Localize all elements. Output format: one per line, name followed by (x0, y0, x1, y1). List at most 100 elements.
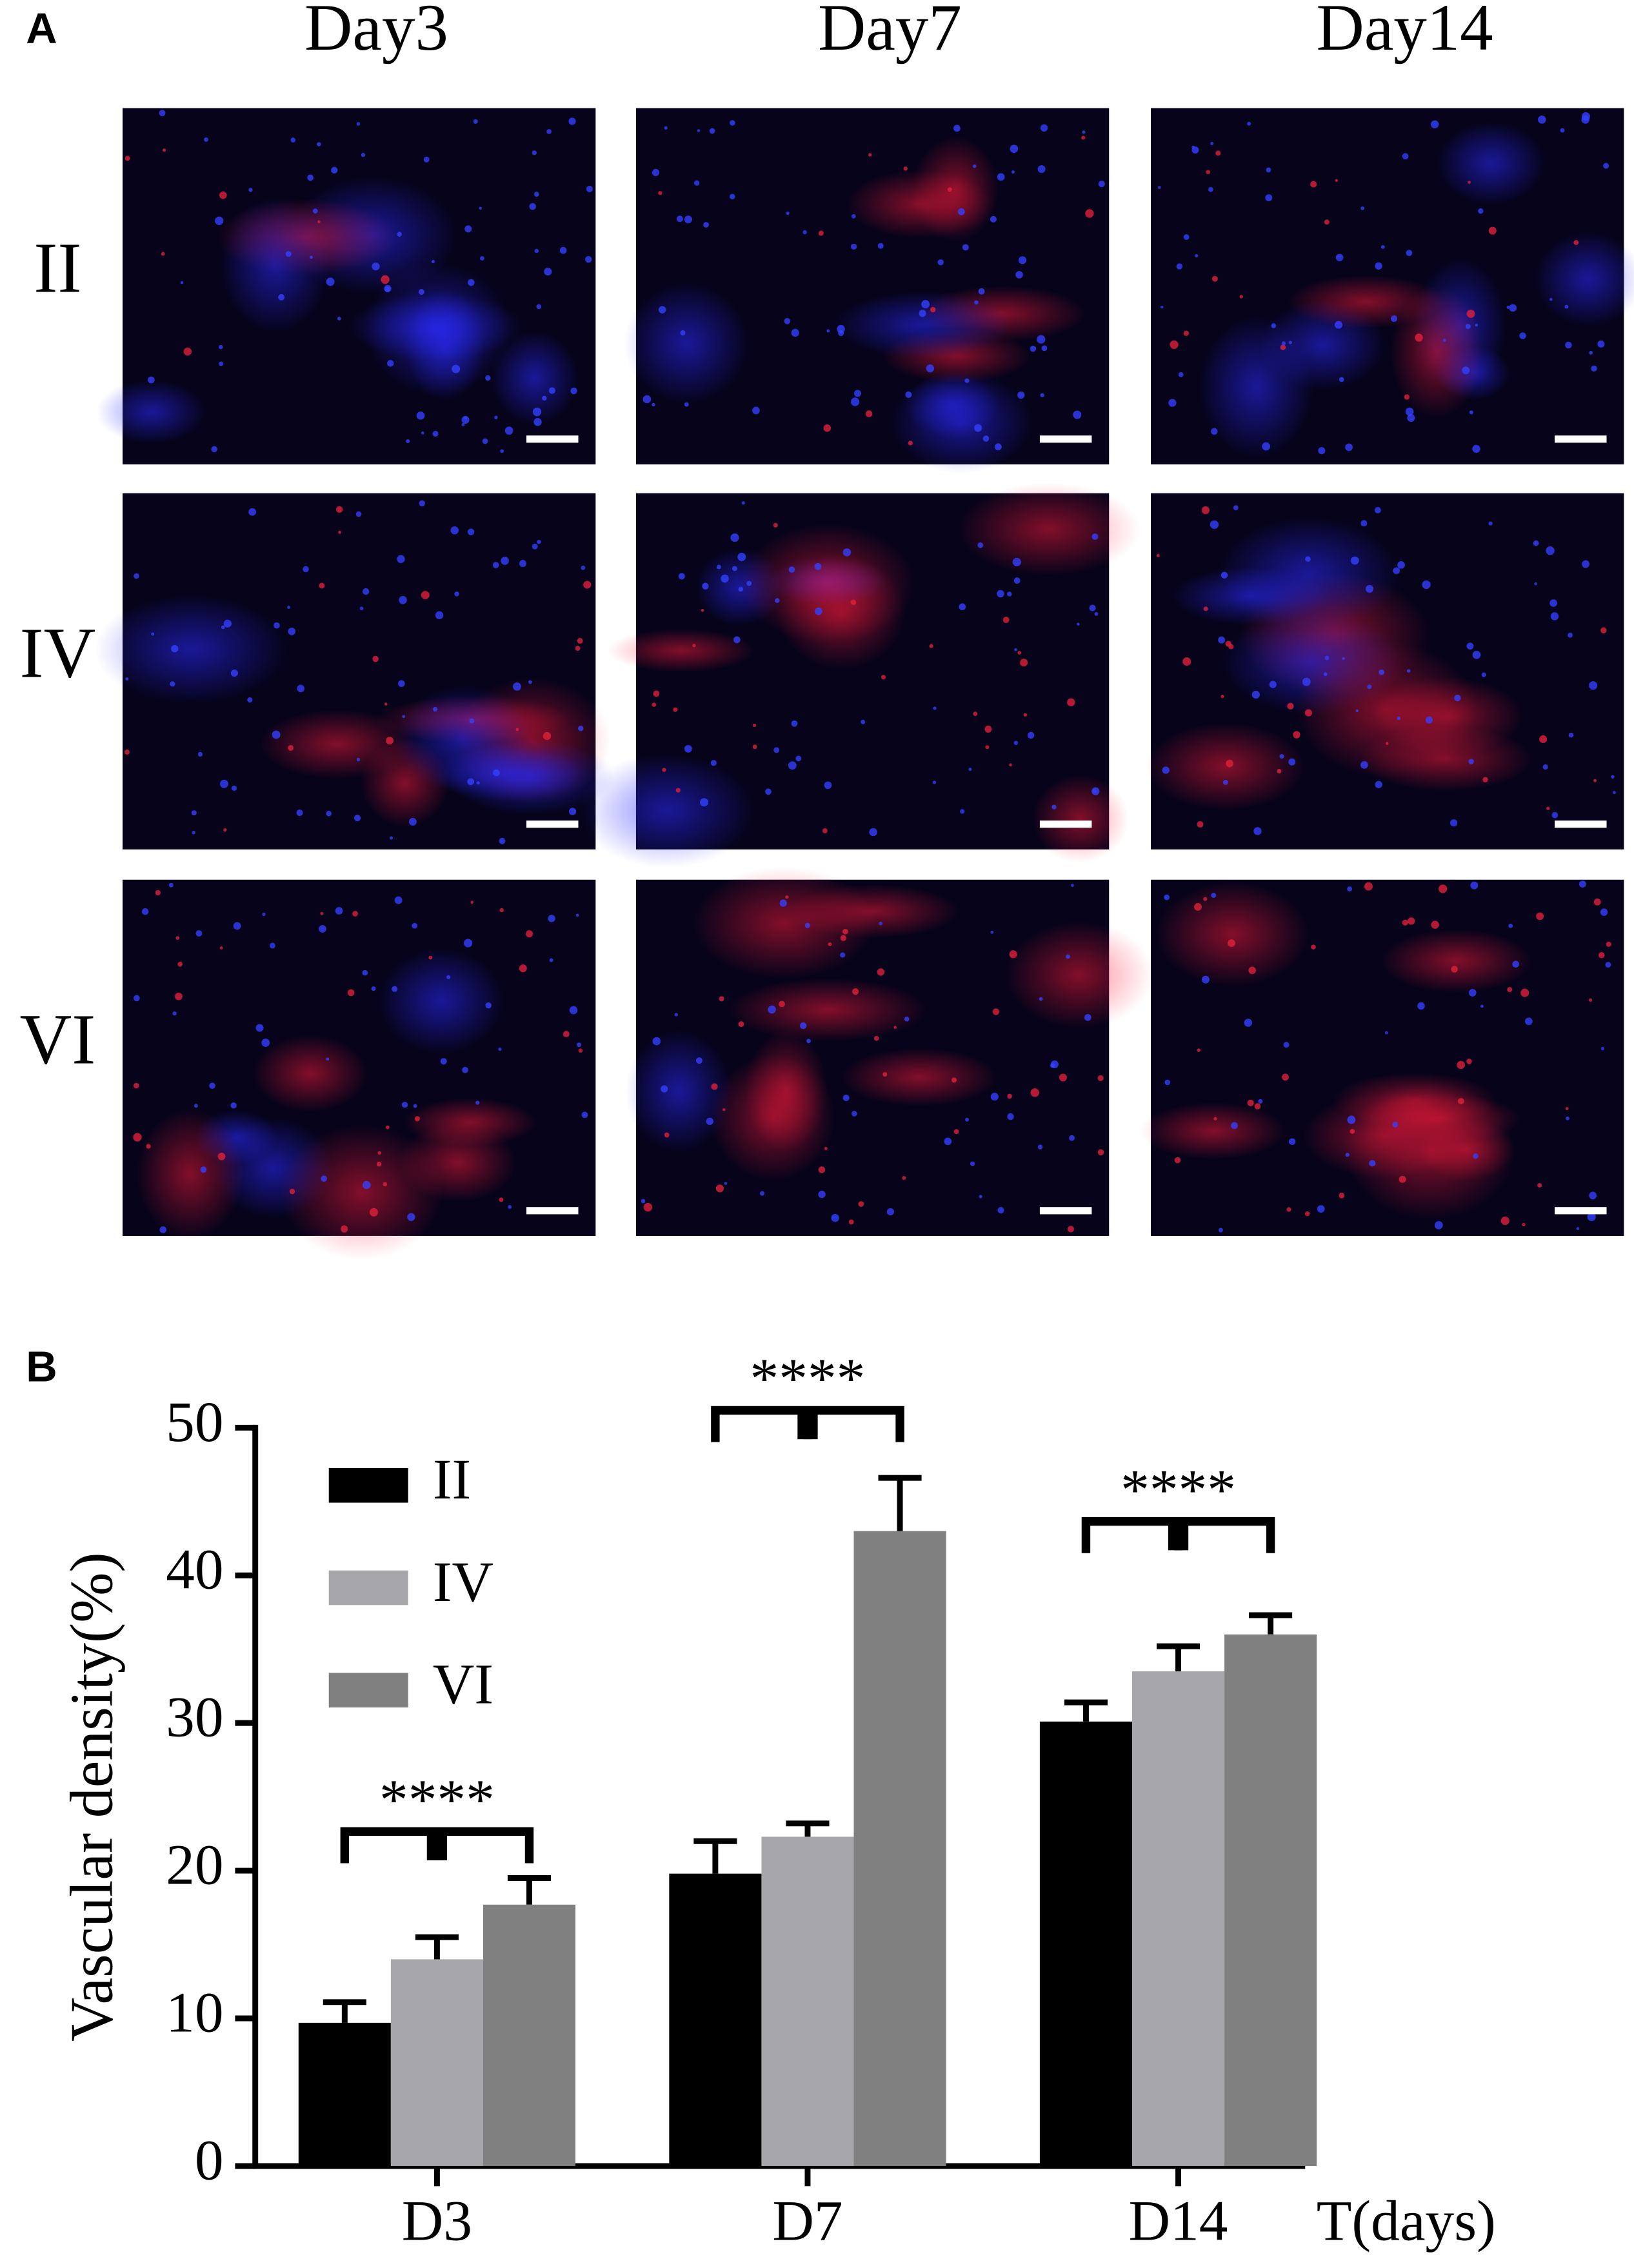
cell (170, 681, 175, 687)
cell (973, 711, 978, 717)
cell (1488, 521, 1493, 526)
cell (1197, 1048, 1201, 1052)
tissue-glow (1031, 774, 1129, 863)
cell (662, 768, 666, 772)
cell (746, 581, 752, 586)
cell (926, 364, 935, 373)
cell (680, 330, 686, 336)
cell (1266, 167, 1271, 173)
cell (335, 907, 343, 915)
cell (432, 706, 438, 712)
cell (802, 230, 807, 235)
scale-bar (526, 435, 579, 443)
cell (407, 1213, 415, 1221)
cell (652, 168, 660, 177)
cell (362, 1180, 371, 1189)
cell (544, 267, 552, 276)
tissue-glow (726, 978, 928, 1042)
cell (886, 1208, 895, 1216)
cell (1589, 1191, 1597, 1200)
cell (1009, 763, 1012, 767)
cell (183, 347, 192, 356)
cell (1097, 1075, 1104, 1081)
cell (191, 810, 197, 816)
cell (791, 720, 798, 727)
cell (1406, 250, 1413, 257)
panel-label: A (26, 5, 57, 53)
cell (869, 828, 877, 837)
cell (1408, 917, 1415, 925)
cell (461, 423, 465, 426)
cell (1017, 650, 1022, 655)
cell (209, 1082, 215, 1089)
cell (352, 911, 358, 917)
cell (877, 968, 885, 976)
cell (499, 837, 506, 844)
cell (125, 677, 129, 681)
cell (1369, 1160, 1376, 1167)
cell (335, 506, 343, 513)
cell (964, 378, 970, 383)
cell (285, 251, 292, 257)
cell (702, 582, 709, 590)
cell (1375, 781, 1382, 788)
cell (347, 989, 355, 997)
cell (402, 715, 406, 719)
cell (338, 530, 342, 534)
cell (586, 185, 593, 192)
cell (341, 1225, 348, 1233)
cell (814, 562, 822, 570)
cell (719, 996, 724, 1002)
cell (1283, 1042, 1290, 1048)
cell (1581, 115, 1589, 124)
cell (133, 1133, 142, 1142)
cell (1347, 1115, 1356, 1124)
cell (508, 1205, 512, 1209)
cell (303, 566, 309, 573)
cell (412, 922, 418, 929)
cell (467, 528, 475, 535)
cell (873, 1035, 879, 1041)
cell (272, 730, 281, 739)
cell (752, 723, 757, 728)
cell (1481, 672, 1486, 677)
cell (1425, 716, 1433, 724)
cell (1509, 304, 1517, 312)
cell (965, 1117, 970, 1122)
cell (307, 174, 314, 181)
cell (549, 958, 553, 962)
cell (709, 128, 715, 134)
cell (779, 1000, 785, 1008)
cell (204, 137, 208, 142)
cell (1183, 330, 1190, 336)
cell (738, 1021, 744, 1028)
cell (431, 260, 435, 264)
cell (960, 809, 965, 814)
y-tick-label: 40 (166, 1538, 223, 1602)
cell (231, 785, 237, 791)
cell (1402, 919, 1408, 926)
cell (381, 275, 390, 284)
cell (1500, 1216, 1509, 1226)
cell (1211, 275, 1218, 282)
cell (932, 781, 937, 784)
cell (1593, 898, 1601, 906)
cell (1506, 306, 1510, 309)
cell (515, 728, 519, 731)
cell (854, 390, 861, 397)
cell (1355, 709, 1359, 713)
cell (1097, 1149, 1104, 1156)
cell (1512, 960, 1520, 968)
cell (394, 896, 403, 904)
cell (697, 129, 701, 132)
cell (148, 376, 155, 384)
cell (1039, 997, 1043, 1001)
cell (577, 725, 584, 731)
cell (398, 680, 405, 688)
cell (1478, 208, 1484, 214)
cell (134, 573, 139, 579)
cell (175, 936, 180, 940)
cell (1560, 128, 1565, 133)
cell (288, 628, 296, 635)
cell (1407, 413, 1415, 423)
